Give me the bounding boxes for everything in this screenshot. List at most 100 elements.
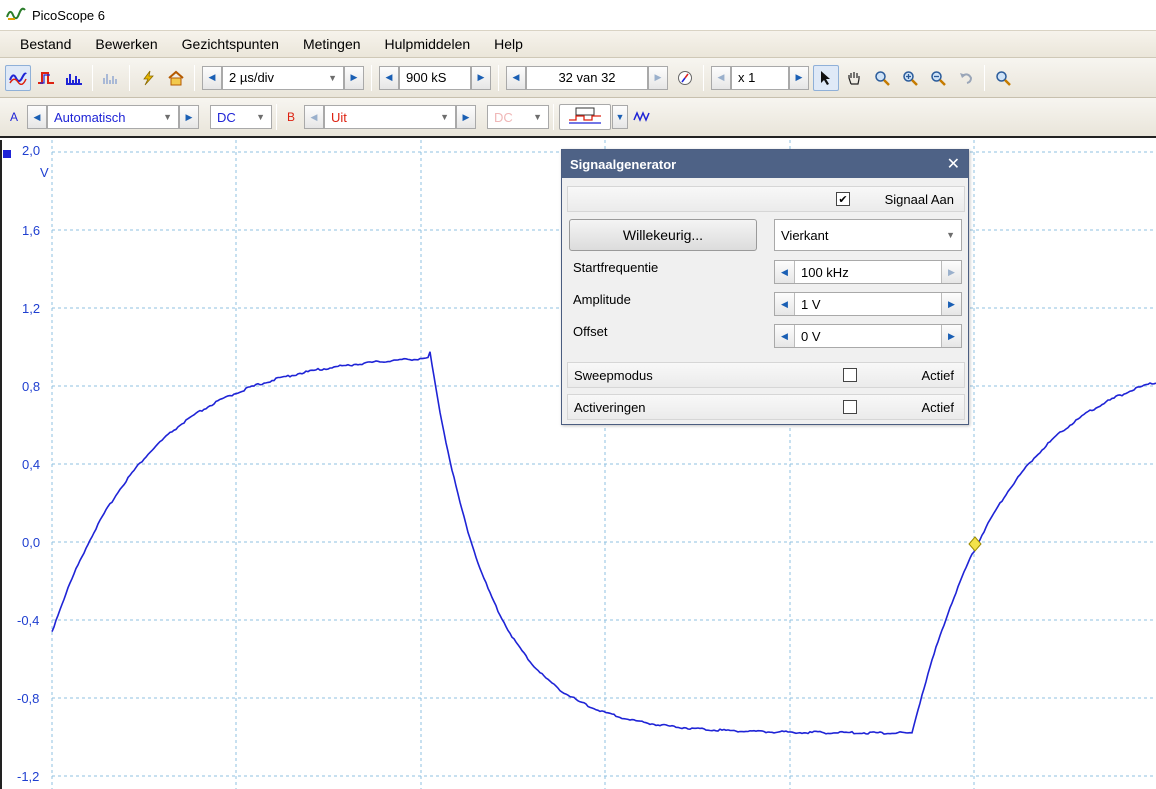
zoom-decrease-button[interactable]: ◀ bbox=[711, 65, 731, 90]
waveform-select[interactable]: Vierkant ▼ bbox=[774, 219, 962, 251]
zoom-increase-button[interactable]: ▶ bbox=[789, 65, 809, 90]
window-title: PicoScope 6 bbox=[32, 7, 105, 23]
channel-a-trace bbox=[51, 351, 1156, 735]
menu-hulpmiddelen[interactable]: Hulpmiddelen bbox=[384, 36, 471, 52]
channel-b-range-control: ◀ Uit ▼ ▶ bbox=[304, 105, 476, 129]
trigger-marker-icon[interactable] bbox=[968, 536, 982, 552]
chevron-down-icon: ▼ bbox=[256, 112, 265, 122]
toolbar-separator bbox=[371, 64, 372, 91]
channel-b-range-decrease-button[interactable]: ◀ bbox=[304, 105, 324, 129]
y-tick-label: 1,6 bbox=[22, 223, 41, 238]
y-tick-label: -0,4 bbox=[17, 613, 40, 628]
samples-increase-button[interactable]: ▶ bbox=[471, 65, 491, 90]
chevron-down-icon: ▼ bbox=[533, 112, 542, 122]
start-frequency-increase-button[interactable]: ▶ bbox=[941, 261, 961, 283]
y-tick-label: 2,0 bbox=[22, 143, 41, 158]
waveform-row: Willekeurig... bbox=[567, 218, 965, 252]
scope-mode-icon[interactable] bbox=[5, 64, 31, 91]
menu-gezichtspunten[interactable]: Gezichtspunten bbox=[181, 36, 279, 52]
zoom-field[interactable]: x 1 bbox=[731, 65, 789, 90]
timebase-decrease-button[interactable]: ◀ bbox=[202, 65, 222, 90]
hand-tool-icon[interactable] bbox=[841, 65, 867, 91]
amplitude-value[interactable]: 1 V bbox=[801, 296, 821, 312]
timebase-increase-button[interactable]: ▶ bbox=[344, 65, 364, 90]
offset-increase-button[interactable]: ▶ bbox=[941, 325, 961, 347]
triggers-row: Activeringen Actief bbox=[567, 394, 965, 420]
buffer-previous-button[interactable]: ◀ bbox=[506, 65, 526, 90]
buffer-field[interactable]: 32 van 32 bbox=[526, 65, 648, 90]
pointer-tool-icon[interactable] bbox=[813, 64, 839, 91]
waveform-value: Vierkant bbox=[781, 227, 829, 243]
buffer-next-button[interactable]: ▶ bbox=[648, 65, 668, 90]
zoom-out-icon[interactable] bbox=[925, 65, 951, 91]
y-tick-label: -0,8 bbox=[17, 691, 40, 706]
channel-a-range-increase-button[interactable]: ▶ bbox=[179, 105, 199, 129]
signal-generator-header: Signaalgenerator ✕ bbox=[562, 150, 968, 178]
timebase-select[interactable]: 2 µs/div ▼ bbox=[222, 65, 344, 90]
start-frequency-decrease-button[interactable]: ◀ bbox=[775, 261, 795, 283]
math-channels-icon[interactable] bbox=[629, 104, 655, 130]
offset-decrease-button[interactable]: ◀ bbox=[775, 325, 795, 347]
channel-b-range-increase-button[interactable]: ▶ bbox=[456, 105, 476, 129]
samples-field[interactable]: 900 kS bbox=[399, 65, 471, 90]
spectrum-mode-icon[interactable] bbox=[61, 65, 87, 91]
offset-control: ◀ 0 V ▶ bbox=[774, 324, 962, 348]
triggers-label: Activeringen bbox=[574, 399, 646, 415]
persistence-mode-icon[interactable] bbox=[33, 65, 59, 91]
y-unit-label: V bbox=[40, 165, 49, 180]
home-icon[interactable] bbox=[163, 65, 189, 91]
offset-label: Offset bbox=[573, 324, 608, 339]
start-frequency-control: ◀ 100 kHz ▶ bbox=[774, 260, 962, 284]
zoom-region-icon[interactable] bbox=[869, 65, 895, 91]
menu-bewerken[interactable]: Bewerken bbox=[95, 36, 158, 52]
y-tick-label: -1,2 bbox=[17, 769, 40, 784]
channel-a-label[interactable]: A bbox=[9, 110, 18, 124]
menu-help[interactable]: Help bbox=[494, 36, 523, 52]
toolbar-separator bbox=[553, 104, 554, 130]
amplitude-increase-button[interactable]: ▶ bbox=[941, 293, 961, 315]
channel-a-coupling-select[interactable]: DC ▼ bbox=[210, 105, 272, 129]
offset-value[interactable]: 0 V bbox=[801, 328, 821, 344]
channel-b-range-select[interactable]: Uit ▼ bbox=[324, 105, 456, 129]
amplitude-control: ◀ 1 V ▶ bbox=[774, 292, 962, 316]
sweep-mode-row: Sweepmodus Actief bbox=[567, 362, 965, 388]
buffer-navigator-icon[interactable] bbox=[672, 65, 698, 91]
auto-setup-icon[interactable] bbox=[135, 65, 161, 91]
chevron-down-icon: ▼ bbox=[163, 112, 172, 122]
channel-b-coupling-select[interactable]: DC ▼ bbox=[487, 105, 549, 129]
arbitrary-waveform-button[interactable]: Willekeurig... bbox=[569, 219, 757, 251]
channel-a-range-control: ◀ Automatisch ▼ ▶ bbox=[27, 105, 199, 129]
channel-b-label[interactable]: B bbox=[286, 110, 295, 124]
triggers-checkbox[interactable] bbox=[843, 400, 858, 414]
toolbar-separator bbox=[92, 64, 93, 91]
zoom-in-icon[interactable] bbox=[897, 65, 923, 91]
signal-on-label: Signaal Aan bbox=[884, 191, 954, 207]
start-frequency-value[interactable]: 100 kHz bbox=[801, 264, 849, 280]
undo-zoom-icon[interactable] bbox=[953, 65, 979, 91]
amplitude-decrease-button[interactable]: ◀ bbox=[775, 293, 795, 315]
menu-bar: Bestand Bewerken Gezichtspunten Metingen… bbox=[0, 30, 1156, 58]
triggers-active-label: Actief bbox=[921, 399, 954, 415]
start-frequency-label: Startfrequentie bbox=[573, 260, 659, 275]
signal-generator-panel: Signaalgenerator ✕ ✔ Signaal Aan Willeke… bbox=[561, 149, 969, 425]
channel-a-axis-marker[interactable] bbox=[3, 150, 11, 158]
channel-a-range-select[interactable]: Automatisch ▼ bbox=[47, 105, 179, 129]
samples-decrease-button[interactable]: ◀ bbox=[379, 65, 399, 90]
spectrum-options-icon[interactable] bbox=[98, 65, 124, 91]
signal-on-checkbox[interactable]: ✔ bbox=[836, 192, 850, 206]
signal-generator-title: Signaalgenerator bbox=[570, 156, 677, 172]
title-bar: PicoScope 6 bbox=[0, 0, 1156, 30]
channel-a-range-decrease-button[interactable]: ◀ bbox=[27, 105, 47, 129]
sweep-mode-label: Sweepmodus bbox=[574, 367, 653, 383]
menu-metingen[interactable]: Metingen bbox=[302, 36, 361, 52]
signal-generator-button[interactable] bbox=[559, 104, 611, 130]
zoom-overview-icon[interactable] bbox=[990, 65, 1016, 91]
signal-generator-dropdown-button[interactable]: ▼ bbox=[612, 105, 628, 129]
sweep-mode-checkbox[interactable] bbox=[843, 368, 858, 382]
toolbar-separator bbox=[498, 64, 499, 91]
menu-bestand[interactable]: Bestand bbox=[20, 36, 72, 52]
channel-a-range-value: Automatisch bbox=[54, 109, 126, 125]
close-icon[interactable]: ✕ bbox=[946, 156, 960, 173]
timebase-control: ◀ 2 µs/div ▼ ▶ bbox=[202, 65, 364, 90]
channel-a-coupling-value: DC bbox=[217, 109, 236, 125]
